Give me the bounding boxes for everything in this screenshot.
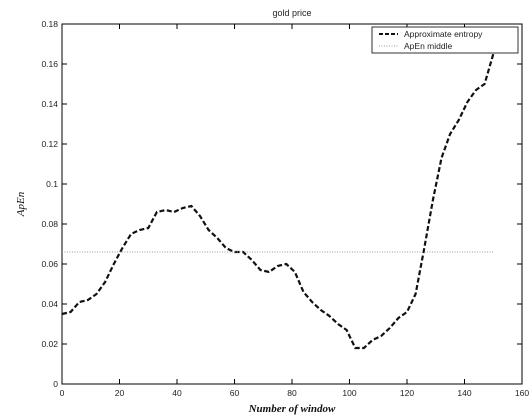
- y-tick-label: 0.08: [41, 219, 58, 229]
- x-tick-label: 120: [400, 388, 414, 398]
- legend-label-apen-middle: ApEn middle: [404, 41, 452, 51]
- legend: Approximate entropy ApEn middle: [371, 26, 519, 54]
- chart-title: gold price: [272, 8, 311, 18]
- x-tick-label: 60: [230, 388, 240, 398]
- x-tick-label: 40: [172, 388, 182, 398]
- y-tick-label: 0.02: [41, 339, 58, 349]
- x-tick-label: 80: [287, 388, 297, 398]
- series-line-approximate-entropy: [61, 53, 495, 350]
- legend-box: [371, 26, 519, 54]
- y-tick-label: 0: [53, 379, 58, 389]
- y-tick-label: 0.14: [41, 99, 58, 109]
- legend-label-approximate-entropy: Approximate entropy: [404, 29, 483, 39]
- plot-frame: [61, 23, 523, 385]
- x-axis-label: Number of window: [248, 403, 336, 415]
- y-tick-label: 0.06: [41, 259, 58, 269]
- y-tick-label: 0.04: [41, 299, 58, 309]
- x-axis-ticks: 0 20 40 60 80 100 120 140 160: [60, 24, 529, 398]
- x-tick-label: 100: [342, 388, 356, 398]
- y-tick-label: 0.12: [41, 139, 58, 149]
- y-tick-label: 0.18: [41, 19, 58, 29]
- y-tick-label: 0.1: [46, 179, 58, 189]
- y-axis-ticks: 0 0.02 0.04 0.06 0.08 0.1 0.12 0.14 0.16 0.18: [41, 19, 522, 389]
- y-tick-label: 0.16: [41, 59, 58, 69]
- x-tick-label: 0: [60, 388, 65, 398]
- x-tick-label: 160: [515, 388, 529, 398]
- x-tick-label: 140: [457, 388, 471, 398]
- y-axis-label: ApEn: [15, 191, 27, 217]
- series-layer: [61, 53, 495, 350]
- x-tick-label: 20: [115, 388, 125, 398]
